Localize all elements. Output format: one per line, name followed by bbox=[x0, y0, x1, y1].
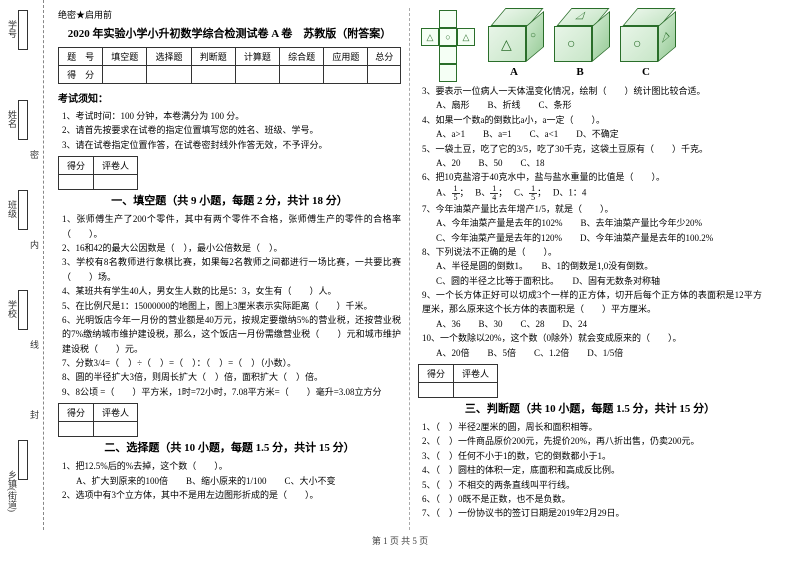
question: 8、圆的半径扩大3倍，则周长扩大（ ）倍，面积扩大（ ）倍。 bbox=[62, 370, 401, 384]
score-cell: 应用题 bbox=[324, 48, 368, 66]
options: A、15； B、14； C、15； D、1：4 bbox=[436, 185, 762, 202]
options: A、36 B、30 C、28 D、24 bbox=[436, 317, 762, 331]
question: 4、如果一个数a的倒数比a小，a一定（ ）。 bbox=[422, 113, 762, 127]
question: 5、在比例尺是1：15000000的地图上，图上3厘米表示实际距离（ ）千米。 bbox=[62, 299, 401, 313]
notice-heading: 考试须知： bbox=[58, 90, 401, 105]
options: A、扇形 B、折线 C、条形 bbox=[436, 98, 762, 112]
binding-mark: 内 bbox=[28, 240, 41, 249]
cube-figure: △ ○ △ △ ○ A △ ○ bbox=[418, 8, 762, 78]
question: 4、某班共有学生40人，男女生人数的比是5：3，女生有（ ）人。 bbox=[62, 284, 401, 298]
cube-net: △ ○ △ bbox=[418, 10, 478, 78]
right-column: △ ○ △ △ ○ A △ ○ bbox=[410, 8, 770, 530]
score-cell: 选择题 bbox=[147, 48, 191, 66]
mini-score-table: 得分评卷人 bbox=[58, 403, 138, 437]
options: A、20倍 B、5倍 C、1.2倍 D、1/5倍 bbox=[436, 346, 762, 360]
page-content: 绝密★启用前 2020 年实验小学小升初数学综合检测试卷 A 卷 苏教版（附答案… bbox=[0, 0, 800, 530]
options: A、a>1 B、a=1 C、a<1 D、不确定 bbox=[436, 127, 762, 141]
score-cell: 得 分 bbox=[59, 66, 103, 84]
score-cell: 判断题 bbox=[191, 48, 235, 66]
score-cell: 填空题 bbox=[103, 48, 147, 66]
secret-mark: 绝密★启用前 bbox=[58, 8, 401, 21]
left-column: 绝密★启用前 2020 年实验小学小升初数学综合检测试卷 A 卷 苏教版（附答案… bbox=[50, 8, 410, 530]
question: 8、下列说法不正确的是（ ）。 bbox=[422, 245, 762, 259]
cube-option-a: △ ○ A bbox=[484, 8, 544, 78]
table-row: 得 分 bbox=[59, 66, 401, 84]
binding-box bbox=[18, 440, 28, 480]
options: A、今年油菜产量是去年的102% B、去年油菜产量比今年少20% C、今年油菜产… bbox=[436, 216, 762, 245]
binding-margin: 学号 姓名 班级 学校 乡镇(街道) 内 线 封 密 bbox=[4, 0, 44, 530]
mini-score-cell: 评卷人 bbox=[454, 365, 498, 383]
question: 3、（ ）任何不小于1的数，它的倒数都小于1。 bbox=[422, 449, 762, 463]
score-cell: 计算题 bbox=[235, 48, 279, 66]
question: 7、（ ）一份协议书的签订日期是2019年2月29日。 bbox=[422, 506, 762, 520]
score-cell: 题 号 bbox=[59, 48, 103, 66]
binding-box bbox=[18, 10, 28, 50]
options: A、半径是圆的倒数1。 B、1的倒数是1,0没有倒数。 C、圆的半径之比等于面积… bbox=[436, 259, 762, 288]
binding-box bbox=[18, 100, 28, 140]
question: 2、选项中有3个立方体，其中不是用左边图形折成的是（ ）。 bbox=[62, 488, 401, 502]
binding-mark: 封 bbox=[28, 410, 41, 419]
question: 3、学校有8名教师进行象棋比赛，如果每2名教师之间都进行一场比赛，一共要比赛（ … bbox=[62, 255, 401, 284]
question: 4、（ ）圆柱的体积一定，底面积和高成反比例。 bbox=[422, 463, 762, 477]
mini-score-table: 得分评卷人 bbox=[418, 364, 498, 398]
question: 2、（ ）一件商品原价200元，先提价20%，再八折出售，仍卖200元。 bbox=[422, 434, 762, 448]
table-row: 题 号 填空题 选择题 判断题 计算题 综合题 应用题 总分 bbox=[59, 48, 401, 66]
score-table: 题 号 填空题 选择题 判断题 计算题 综合题 应用题 总分 得 分 bbox=[58, 47, 401, 84]
binding-mark: 线 bbox=[28, 340, 41, 349]
exam-title: 2020 年实验小学小升初数学综合检测试卷 A 卷 苏教版（附答案） bbox=[58, 25, 401, 41]
mini-score-cell: 评卷人 bbox=[94, 404, 138, 422]
question: 1、张师傅生产了200个零件，其中有两个零件不合格，张师傅生产的零件的合格率（ … bbox=[62, 212, 401, 241]
notice-item: 1、考试时间：100 分钟，本卷满分为 100 分。 bbox=[62, 109, 401, 123]
question: 2、16和42的最大公因数是（ ），最小公倍数是（ ）。 bbox=[62, 241, 401, 255]
section-heading: 二、选择题（共 10 小题，每题 1.5 分，共计 15 分） bbox=[58, 439, 401, 455]
page-footer: 第 1 页 共 5 页 bbox=[0, 534, 800, 547]
question: 1、把12.5%后的%去掉，这个数（ ）。 bbox=[62, 459, 401, 473]
question: 5、（ ）不相交的两条直线叫平行线。 bbox=[422, 478, 762, 492]
question: 5、一袋土豆，吃了它的3/5，吃了30千克，这袋土豆原有（ ）千克。 bbox=[422, 142, 762, 156]
notice-item: 2、请首先按要求在试卷的指定位置填写您的姓名、班级、学号。 bbox=[62, 123, 401, 137]
options: A、20 B、50 C、18 bbox=[436, 156, 762, 170]
score-cell: 总分 bbox=[368, 48, 401, 66]
cube-option-b: △ ○ B bbox=[550, 8, 610, 78]
question: 7、分数3/4=（ ）÷（ ）=（ ）：（ ）=（ ）（小数）。 bbox=[62, 356, 401, 370]
mini-score-table: 得分评卷人 bbox=[58, 156, 138, 190]
question: 6、把10克盐溶于40克水中，盐与盐水重量的比值是（ ）。 bbox=[422, 170, 762, 184]
mini-score-cell: 得分 bbox=[59, 157, 94, 175]
question: 10、一个数除以20%，这个数（0除外）就会变成原来的（ ）。 bbox=[422, 331, 762, 345]
question: 9、8公顷 =（ ）平方米，1时=72小时，7.08平方米=（ ）毫升=3.08… bbox=[62, 385, 401, 399]
question: 6、（ ）0既不是正数，也不是负数。 bbox=[422, 492, 762, 506]
question: 1、（ ）半径2厘米的圆，周长和面积相等。 bbox=[422, 420, 762, 434]
binding-box bbox=[18, 290, 28, 330]
section-heading: 三、判断题（共 10 小题，每题 1.5 分，共计 15 分） bbox=[418, 400, 762, 416]
cube-label: C bbox=[616, 66, 676, 78]
score-cell: 综合题 bbox=[280, 48, 324, 66]
question: 7、今年油菜产量比去年增产1/5，就是（ ）。 bbox=[422, 202, 762, 216]
binding-mark: 密 bbox=[28, 150, 41, 159]
notice-item: 3、请在试卷指定位置作答，在试卷密封线外作答无效，不予评分。 bbox=[62, 138, 401, 152]
question: 3、要表示一位病人一天体温变化情况，绘制（ ）统计图比较合适。 bbox=[422, 84, 762, 98]
cube-label: A bbox=[484, 66, 544, 78]
mini-score-cell: 得分 bbox=[59, 404, 94, 422]
mini-score-cell: 得分 bbox=[419, 365, 454, 383]
cube-option-c: △ ○ C bbox=[616, 8, 676, 78]
options: A、扩大到原来的100倍 B、缩小原来的1/100 C、大小不变 bbox=[76, 474, 401, 488]
cube-label: B bbox=[550, 66, 610, 78]
question: 6、光明饭店今年一月份的营业额是40万元，按规定要缴纳5%的营业税，还按营业税的… bbox=[62, 313, 401, 356]
section-heading: 一、填空题（共 9 小题，每题 2 分，共计 18 分） bbox=[58, 192, 401, 208]
question: 9、一个长方体正好可以切成3个一样的正方体，切开后每个正方体的表面积是12平方厘… bbox=[422, 288, 762, 317]
binding-box bbox=[18, 190, 28, 230]
mini-score-cell: 评卷人 bbox=[94, 157, 138, 175]
